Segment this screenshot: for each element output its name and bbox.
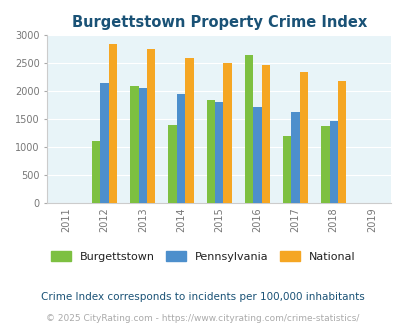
Legend: Burgettstown, Pennsylvania, National: Burgettstown, Pennsylvania, National bbox=[46, 247, 359, 267]
Bar bbox=[320, 126, 329, 203]
Bar bbox=[185, 58, 193, 203]
Text: Crime Index corresponds to incidents per 100,000 inhabitants: Crime Index corresponds to incidents per… bbox=[41, 292, 364, 302]
Bar bbox=[168, 125, 177, 203]
Bar bbox=[282, 136, 291, 203]
Bar bbox=[206, 100, 215, 203]
Bar bbox=[147, 49, 155, 203]
Bar bbox=[337, 82, 345, 203]
Bar bbox=[223, 63, 231, 203]
Bar bbox=[215, 102, 223, 203]
Bar bbox=[177, 94, 185, 203]
Text: © 2025 CityRating.com - https://www.cityrating.com/crime-statistics/: © 2025 CityRating.com - https://www.city… bbox=[46, 314, 359, 323]
Bar bbox=[291, 112, 299, 203]
Bar bbox=[253, 107, 261, 203]
Bar bbox=[138, 88, 147, 203]
Bar bbox=[100, 83, 109, 203]
Title: Burgettstown Property Crime Index: Burgettstown Property Crime Index bbox=[71, 15, 366, 30]
Bar bbox=[244, 55, 253, 203]
Bar bbox=[329, 120, 337, 203]
Bar bbox=[92, 142, 100, 203]
Bar bbox=[261, 65, 269, 203]
Bar bbox=[109, 44, 117, 203]
Bar bbox=[130, 85, 138, 203]
Bar bbox=[299, 72, 307, 203]
